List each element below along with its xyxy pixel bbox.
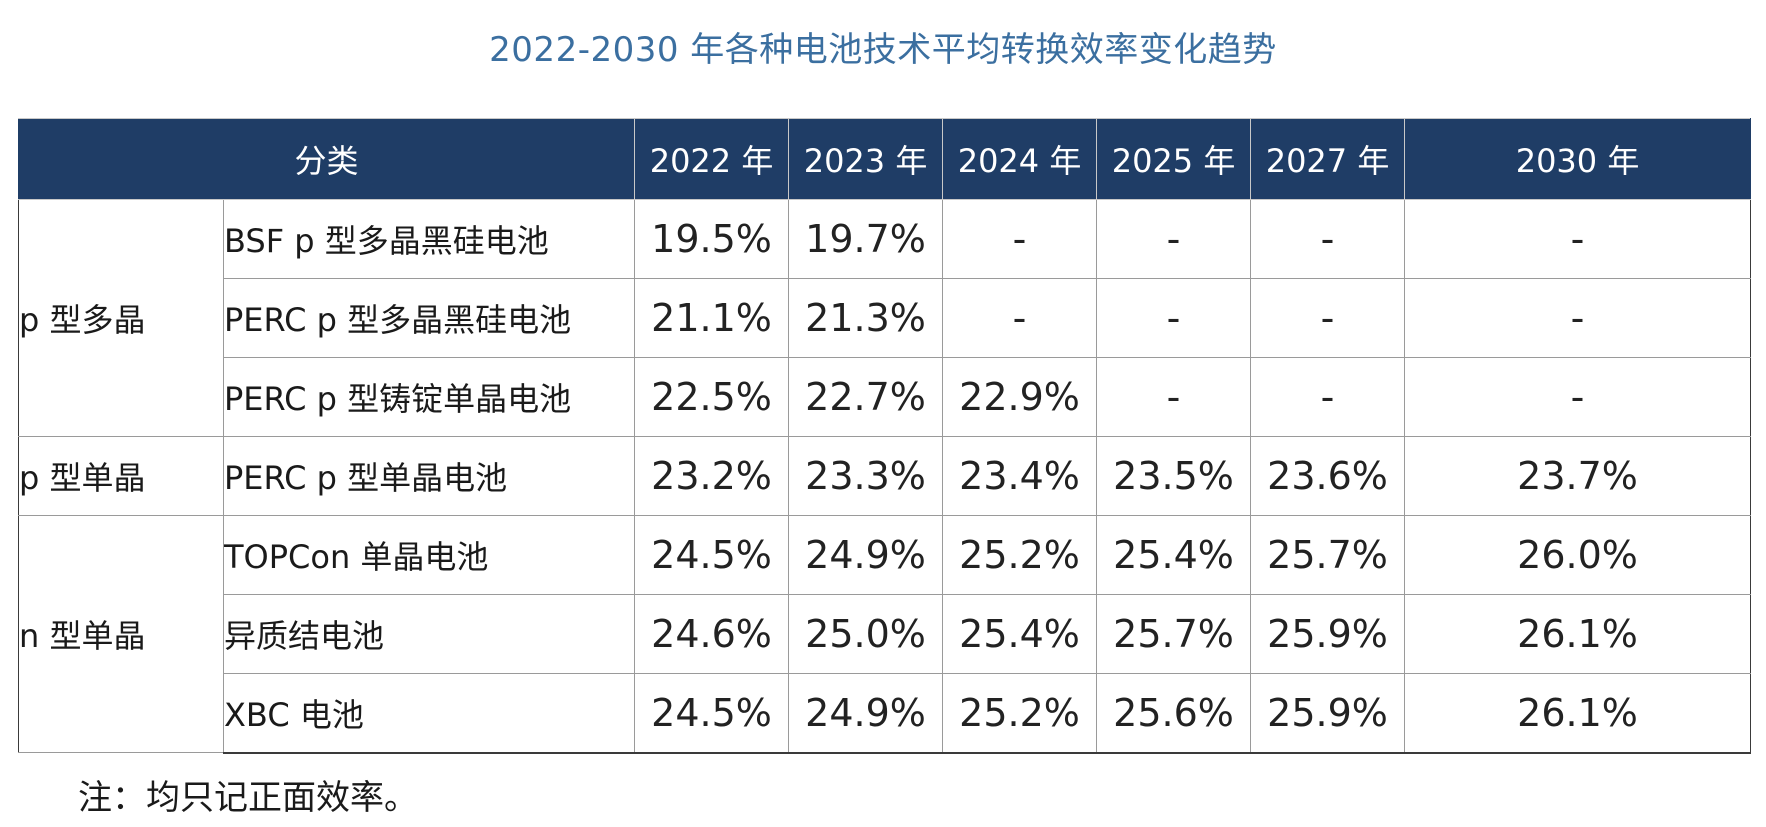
efficiency-cell: - [942,278,1098,358]
efficiency-cell: 25.2% [942,515,1098,595]
efficiency-cell: 24.5% [634,673,790,754]
table-row: 异质结电池 24.6% 25.0% 25.4% 25.7% 25.9% 26.1… [19,594,1752,674]
efficiency-cell: - [1404,199,1752,279]
efficiency-cell: 24.5% [634,515,790,595]
efficiency-cell: 23.7% [1404,436,1752,516]
table-row: PERC p 型多晶黑硅电池 21.1% 21.3% - - - - [19,278,1752,358]
efficiency-cell: 25.7% [1096,594,1252,674]
year-header: 2023 年 [788,118,944,200]
tech-name: TOPCon 单晶电池 [222,515,636,595]
category-header: 分类 [17,118,636,200]
efficiency-cell: - [1096,278,1252,358]
efficiency-cell: 25.7% [1250,515,1406,595]
efficiency-cell: - [1096,357,1252,437]
efficiency-cell: 21.3% [788,278,944,358]
table-title: 2022-2030 年各种电池技术平均转换效率变化趋势 [489,30,1277,70]
table-row: XBC 电池 24.5% 24.9% 25.2% 25.6% 25.9% 26.… [19,673,1752,754]
table-row: n 型单晶 TOPCon 单晶电池 24.5% 24.9% 25.2% 25.4… [18,515,1752,753]
year-header: 2024 年 [942,118,1098,200]
efficiency-cell: - [1250,199,1406,279]
efficiency-cell: 23.3% [788,436,944,516]
tech-name: BSF p 型多晶黑硅电池 [222,199,636,279]
efficiency-cell: 24.6% [634,594,790,674]
efficiency-cell: - [1096,199,1252,279]
efficiency-cell: 26.1% [1404,594,1752,674]
efficiency-cell: 25.2% [942,673,1098,754]
efficiency-cell: 25.0% [788,594,944,674]
efficiency-cell: 23.6% [1250,436,1406,516]
efficiency-cell: 21.1% [634,278,790,358]
efficiency-cell: 25.4% [1096,515,1252,595]
footnote: 注：均只记正面效率。 [78,778,418,818]
efficiency-cell: 25.6% [1096,673,1252,754]
efficiency-cell: - [1404,278,1752,358]
efficiency-cell: 25.9% [1250,594,1406,674]
efficiency-cell: - [942,199,1098,279]
header-row: 分类 2022 年 2023 年 2024 年 2025 年 2027 年 20… [17,118,1752,200]
group-label: p 型单晶 [18,436,224,516]
efficiency-cell: 25.4% [942,594,1098,674]
efficiency-table: 分类 2022 年 2023 年 2024 年 2025 年 2027 年 20… [17,118,1752,754]
table-row: p 型多晶 BSF p 型多晶黑硅电池 19.5% 19.7% - - - - [18,199,1752,437]
group-label: n 型单晶 [18,515,224,753]
efficiency-cell: - [1404,357,1752,437]
year-header: 2025 年 [1096,118,1252,200]
efficiency-cell: - [1250,278,1406,358]
year-header: 2027 年 [1250,118,1406,200]
efficiency-cell: 23.2% [634,436,790,516]
year-header: 2030 年 [1404,118,1752,200]
tech-name: PERC p 型多晶黑硅电池 [222,278,636,358]
efficiency-cell: 19.7% [788,199,944,279]
efficiency-cell: 24.9% [788,515,944,595]
year-header: 2022 年 [634,118,790,200]
group-label: p 型多晶 [18,199,224,437]
efficiency-cell: 22.5% [634,357,790,437]
efficiency-cell: 23.4% [942,436,1098,516]
tech-name: PERC p 型铸锭单晶电池 [222,357,636,437]
efficiency-cell: 25.9% [1250,673,1406,754]
efficiency-cell: 23.5% [1096,436,1252,516]
tech-name: 异质结电池 [222,594,636,674]
table-row: PERC p 型铸锭单晶电池 22.5% 22.7% 22.9% - - - [19,357,1752,437]
table-row: p 型单晶 PERC p 型单晶电池 23.2% 23.3% 23.4% 23.… [18,436,1752,516]
efficiency-cell: 19.5% [634,199,790,279]
tech-name: XBC 电池 [222,673,636,754]
tech-name: PERC p 型单晶电池 [222,436,636,516]
efficiency-cell: 24.9% [788,673,944,754]
efficiency-cell: 22.9% [942,357,1098,437]
efficiency-cell: - [1250,357,1406,437]
efficiency-cell: 22.7% [788,357,944,437]
efficiency-cell: 26.0% [1404,515,1752,595]
efficiency-cell: 26.1% [1404,673,1752,754]
